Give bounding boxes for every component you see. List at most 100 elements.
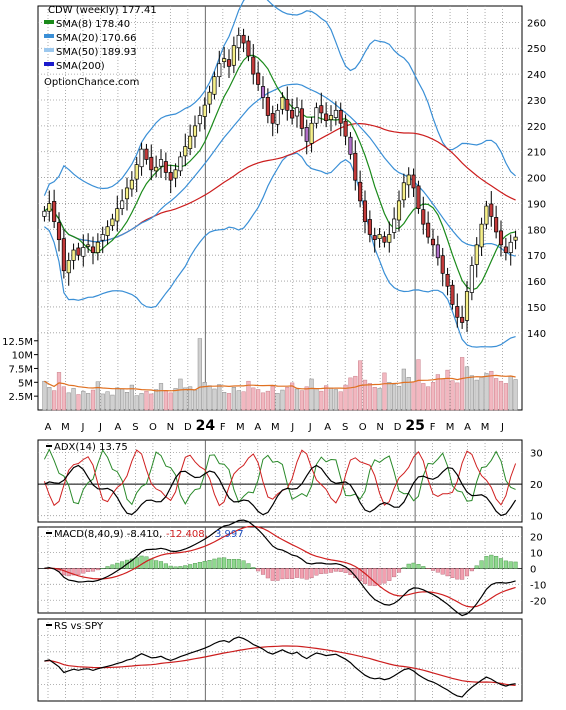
macd-histogram-bar [489,555,493,568]
candle-body [334,110,337,117]
x-axis-label: D [394,422,402,433]
candle-body [62,239,65,271]
x-axis-label: M [271,422,280,433]
candle-body [475,245,478,265]
volume-bar [227,393,231,410]
macd-histogram-bar [154,561,158,569]
macd-histogram-bar [222,558,226,569]
macd-histogram-bar [334,568,338,571]
candle-body [169,172,172,180]
candle-body [504,247,507,253]
price-tick-label: 170 [527,251,546,262]
macd-histogram-bar [256,568,260,571]
macd-histogram-bar [188,564,192,568]
macd-histogram-bar [115,563,119,568]
volume-bar [217,385,221,410]
volume-tick-label: 2.5M [8,392,33,403]
candle-body [509,242,512,252]
volume-bar [387,382,391,410]
macd-histogram-bar [111,565,115,569]
macd-histogram-bar [276,568,280,580]
candle-body [174,170,177,178]
macd-histogram-bar [227,559,231,568]
legend-label: CDW (weekly) 177.41 [48,5,157,16]
candle-body [86,245,89,247]
macd-histogram-bar [383,568,387,583]
volume-bar [232,387,236,410]
candle-body [218,64,221,77]
macd-histogram-bar [300,568,304,578]
volume-bar [179,379,183,410]
candle-body [120,201,123,209]
macd-histogram-bar [242,561,246,569]
volume-bar [111,395,115,410]
volume-bar [334,390,338,410]
candle-body [305,127,308,141]
x-axis-label: J [308,422,312,433]
x-axis-label: J [500,422,504,433]
volume-bar [77,394,81,410]
candle-body [388,235,391,243]
volume-bar [57,372,61,410]
macd-histogram-bar [455,568,459,579]
rs-title: RS vs SPY [54,621,104,632]
price-tick-label: 160 [527,277,546,288]
volume-bar [329,388,333,410]
macd-histogram-bar [179,566,183,568]
macd-histogram-bar [193,563,197,568]
candle-body [344,121,347,136]
volume-bar [242,392,246,410]
x-axis-label: 25 [405,418,424,434]
macd-histogram-bar [305,568,309,579]
macd-histogram-bar [392,568,396,576]
x-axis-label: A [324,422,331,433]
x-axis-label: M [236,422,245,433]
signal-value-label: 3.997 [215,529,244,540]
volume-bar [412,382,416,410]
macd-histogram-bar [183,566,187,569]
volume-bar [339,392,343,410]
candle-body [208,92,211,104]
macd-histogram-bar [431,568,435,570]
volume-bar [353,376,357,410]
legend-swatch [44,20,54,24]
volume-bar [499,381,503,410]
candle-body [431,239,434,245]
macd-histogram-bar [387,568,391,580]
volume-bar [237,391,241,410]
macd-histogram-bar [213,559,217,568]
candle-body [494,217,497,231]
candle-body [203,105,206,116]
candle-body [213,77,216,95]
legend-swatch [44,48,54,52]
candle-body [222,59,225,62]
price-tick-label: 250 [527,44,546,55]
volume-bar [67,393,71,410]
candle-body [179,157,182,171]
adx-tick-label: 20 [530,480,543,491]
price-tick-label: 260 [527,18,546,29]
x-axis-label: S [132,422,138,433]
candle-body [363,201,366,222]
rs-panel-frame [38,619,522,701]
adx-tick-label: 10 [530,512,543,523]
legend-swatch [44,34,54,38]
macd-histogram-bar [86,568,90,571]
volume-bar [431,382,435,410]
volume-bar [300,391,304,410]
candle-body [135,165,138,179]
candle-body [422,210,425,224]
volume-bar [251,388,255,410]
candle-body [57,223,60,240]
macd-histogram-bar [480,561,484,569]
volume-bar [455,383,459,410]
candle-body [320,106,323,113]
candle-body [266,97,269,115]
macd-tick-label: 20 [530,533,543,544]
macd-histogram-bar [402,568,406,569]
volume-bar [383,373,387,410]
candle-body [184,147,187,156]
macd-histogram-bar [475,566,479,569]
volume-bar [52,391,56,410]
volume-bar [378,388,382,410]
